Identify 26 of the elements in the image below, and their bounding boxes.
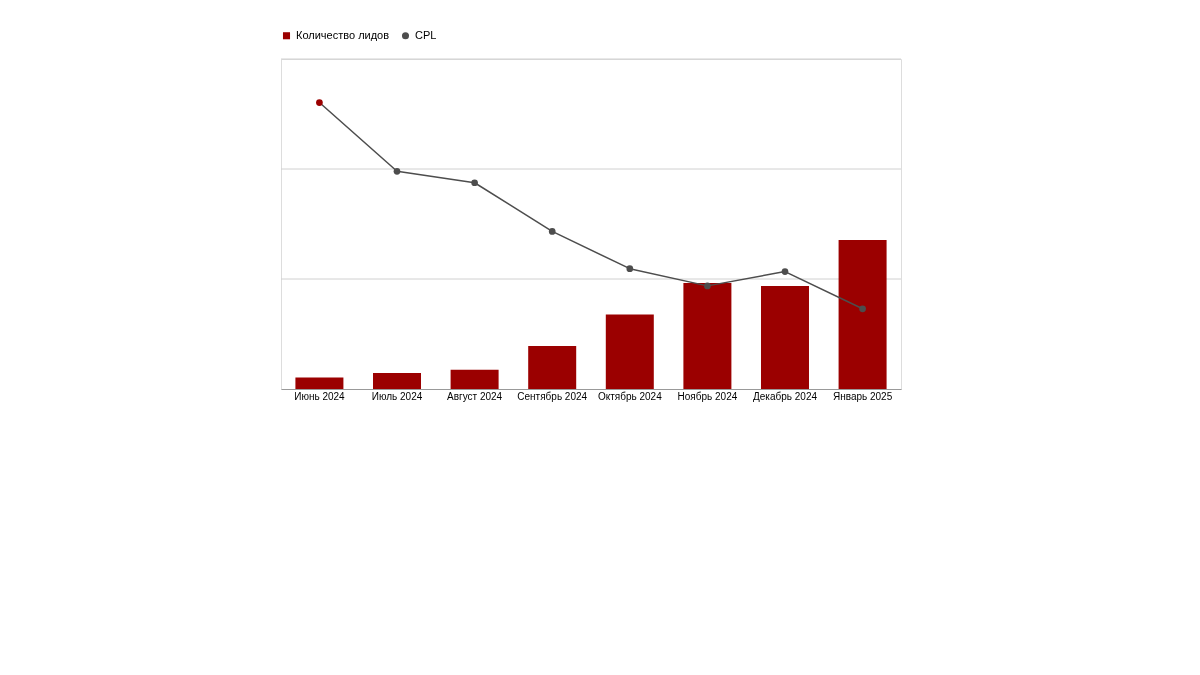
x-tick-label: Июнь 2024 — [294, 390, 346, 402]
legend-label: Количество лидов — [296, 28, 390, 41]
x-tick-label: Декабрь 2024 — [752, 390, 818, 402]
bar — [450, 369, 499, 389]
bar — [683, 283, 732, 389]
bar — [838, 240, 887, 389]
x-tick-label: Июль 2024 — [371, 390, 423, 402]
bar — [528, 346, 577, 389]
x-tick-label: Сентябрь 2024 — [517, 390, 588, 402]
point — [393, 167, 401, 175]
bar — [373, 372, 422, 389]
point — [548, 228, 556, 235]
bar — [605, 314, 654, 389]
point — [316, 99, 323, 106]
x-tick-label: Август 2024 — [447, 390, 503, 402]
bar — [760, 285, 809, 389]
x-tick-label: Январь 2025 — [832, 390, 893, 402]
point — [626, 265, 634, 273]
legend-label: CPL — [415, 28, 437, 41]
bar — [295, 377, 344, 389]
point — [704, 282, 711, 290]
point — [781, 268, 789, 275]
x-tick-label: Октябрь 2024 — [597, 390, 663, 402]
point — [859, 305, 866, 313]
x-tick-label: Ноябрь 2024 — [677, 390, 738, 402]
point — [471, 179, 478, 187]
